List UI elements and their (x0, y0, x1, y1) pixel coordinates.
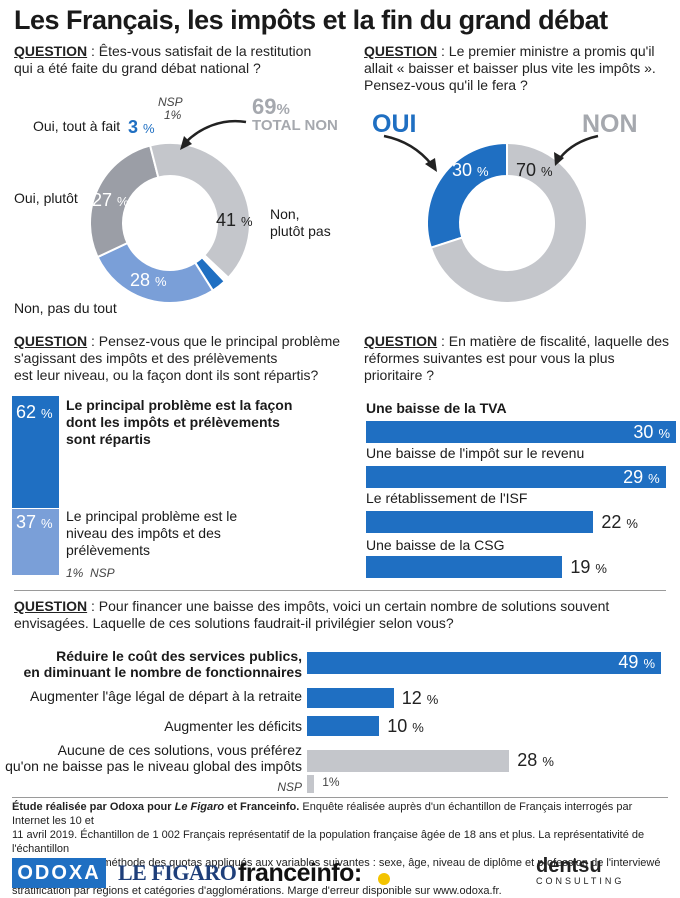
q3-bar-repartition (12, 396, 59, 508)
q5-bar-1 (307, 688, 394, 708)
q1-value-tout: 3 % (128, 117, 155, 137)
franceinfo-logo: franceinfo: (238, 859, 362, 887)
q4-label-tva: Une baisse de la TVA (366, 400, 507, 416)
q3-answer-1: Le principal problème est la façon dont … (66, 397, 293, 447)
arrow-total-non (185, 119, 247, 143)
q5-bar-3 (307, 750, 510, 772)
q5-question: QUESTION : Pour financer une baisse des … (14, 598, 610, 631)
odoxa-logo: ODOXA (12, 858, 106, 888)
q3-answer-2: Le principal problème est le niveau des … (66, 508, 238, 558)
q5-label-4: Aucune de ces solutions, vous préférez q… (5, 742, 302, 774)
question-label: QUESTION (14, 333, 88, 349)
q3-value-1: 62 % (16, 402, 53, 422)
donut-slice-plutot-pas (148, 142, 251, 280)
q1-value-nonplutot: 41 % (216, 210, 253, 230)
q5-value-3: 28 % (517, 750, 554, 770)
q4-question: QUESTION : En matière de fiscalité, laqu… (364, 333, 670, 383)
q2-question: QUESTION : Le premier ministre a promis … (364, 43, 656, 93)
q5-bar-2 (307, 716, 380, 736)
dentsu-logo: dentsu CONSULTING (536, 855, 625, 886)
q1-question: QUESTION : Êtes-vous satisfait de la res… (14, 43, 312, 76)
q2-non-label: NON (582, 110, 638, 138)
q4-bar-3 (366, 556, 563, 578)
q3-question: QUESTION : Pensez-vous que le principal … (14, 333, 341, 383)
q4-value-1: 29 % (623, 467, 660, 487)
q1-value-plutot: 27 % (92, 190, 129, 210)
donut-q1 (89, 142, 251, 304)
franceinfo-dot-icon (378, 873, 390, 885)
donut-slice-nsp (200, 253, 230, 283)
q4-label-csg: Une baisse de la CSG (366, 537, 505, 553)
question-label: QUESTION (364, 43, 438, 59)
q5-bar-0 (307, 652, 661, 674)
page-title: Les Français, les impôts et la fin du gr… (14, 5, 608, 35)
donut-q2 (426, 141, 588, 304)
arrow-non (559, 134, 599, 159)
q1-label-nonplutot: Non, plutôt pas (270, 206, 331, 239)
question-label: QUESTION (14, 598, 88, 614)
q5-label-2: Augmenter l'âge légal de départ à la ret… (30, 688, 302, 704)
q1-label-plutot: Oui, plutôt (14, 190, 78, 206)
q4-bar-2 (366, 511, 594, 533)
q5-value-1: 12 % (401, 688, 439, 708)
divider (14, 590, 666, 591)
arrow-head (180, 136, 192, 150)
q2-value-oui: 30 % (452, 160, 489, 180)
q4-value-3: 19 % (570, 557, 607, 577)
q5-value-4: 1% (322, 775, 340, 789)
q1-label-pasdutout: Non, pas du tout (14, 300, 117, 316)
arrow-oui (383, 134, 433, 166)
q4-bar-1 (366, 466, 666, 488)
q4-label-isf: Le rétablissement de l'ISF (366, 490, 528, 506)
q5-label-1: Réduire le coût des services publics, en… (23, 648, 302, 680)
q3-nsp: 1% NSP (66, 566, 115, 580)
q5-value-0: 49 % (618, 652, 655, 672)
q5-bar-4 (307, 775, 315, 793)
q5-label-nsp: NSP (277, 780, 302, 794)
q4-value-0: 30 % (633, 422, 670, 442)
q1-label-tout: Oui, tout à fait (33, 118, 121, 134)
q4-bar-0 (366, 421, 676, 443)
arrow-head (554, 152, 564, 166)
donut-slice-non (429, 141, 588, 304)
q3-value-2: 37 % (16, 512, 53, 532)
q1-value-pasdutout: 28 % (130, 270, 167, 290)
donut-slice-oui (426, 141, 508, 249)
q4-value-2: 22 % (601, 512, 638, 532)
q1-nsp-label: NSP 1% (158, 95, 183, 122)
total-non: 69% TOTAL NON (252, 94, 338, 134)
donut-slice-plutot (96, 241, 215, 304)
q2-oui-label: OUI (372, 110, 417, 138)
q4-label-ir: Une baisse de l'impôt sur le revenu (366, 445, 585, 461)
figaro-logo: LE FIGARO (118, 860, 237, 885)
methodology-note: Étude réalisée par Odoxa pour Le Figaro … (12, 801, 661, 897)
q5-label-3: Augmenter les déficits (164, 718, 302, 734)
q5-value-2: 10 % (387, 716, 424, 736)
question-label: QUESTION (364, 333, 438, 349)
arrow-head (425, 158, 437, 172)
question-label: QUESTION (14, 43, 88, 59)
q2-value-non: 70 % (516, 160, 553, 180)
q3-bar-niveau (12, 508, 59, 576)
divider (12, 797, 668, 798)
